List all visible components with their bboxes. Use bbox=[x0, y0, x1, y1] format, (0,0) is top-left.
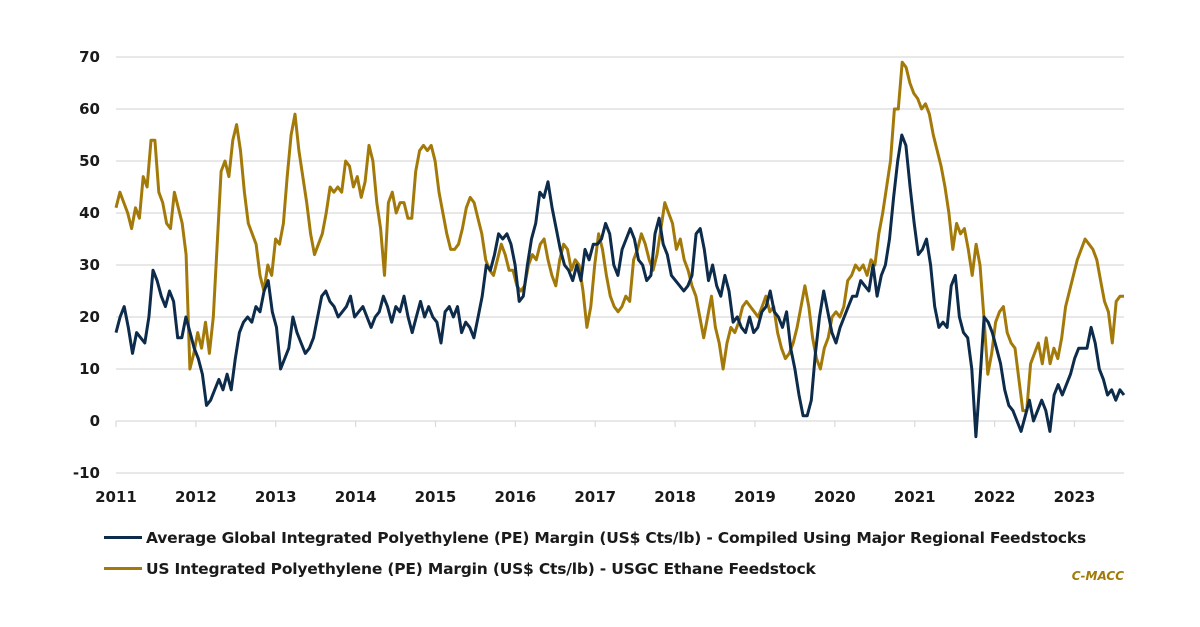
x-tick-label: 2020 bbox=[814, 488, 856, 506]
x-tick-label: 2017 bbox=[574, 488, 616, 506]
series-lines bbox=[114, 60, 1126, 439]
y-axis-tick-labels: 70 60 50 40 30 20 10 0 -10 bbox=[73, 48, 100, 482]
legend-label-global: Average Global Integrated Polyethylene (… bbox=[146, 528, 1087, 547]
y-tick-label: -10 bbox=[73, 464, 100, 482]
legend-item-global: Average Global Integrated Polyethylene (… bbox=[104, 522, 1086, 553]
x-axis bbox=[115, 420, 1124, 427]
x-tick-label: 2019 bbox=[734, 488, 776, 506]
x-tick-label: 2015 bbox=[415, 488, 457, 506]
y-tick-label: 60 bbox=[79, 100, 100, 118]
x-tick-label: 2023 bbox=[1054, 488, 1096, 506]
x-axis-tick-labels: 2011 2012 2013 2014 2015 2016 2017 2018 2019 2020… bbox=[95, 488, 1095, 506]
legend-swatch-us bbox=[104, 567, 142, 570]
x-tick-label: 2013 bbox=[255, 488, 297, 506]
x-tick-label: 2012 bbox=[175, 488, 217, 506]
x-tick-label: 2011 bbox=[95, 488, 137, 506]
y-tick-label: 40 bbox=[79, 204, 100, 222]
x-tick-label: 2014 bbox=[335, 488, 377, 506]
y-tick-label: 50 bbox=[79, 152, 100, 170]
source-label: C-MACC bbox=[1071, 569, 1124, 583]
y-tick-label: 0 bbox=[90, 412, 100, 430]
y-tick-label: 20 bbox=[79, 308, 100, 326]
legend-swatch-global bbox=[104, 536, 142, 539]
x-tick-label: 2016 bbox=[494, 488, 536, 506]
y-tick-label: 10 bbox=[79, 360, 100, 378]
legend-label-us: US Integrated Polyethylene (PE) Margin (… bbox=[146, 559, 816, 578]
x-tick-label: 2021 bbox=[894, 488, 936, 506]
y-tick-label: 30 bbox=[79, 256, 100, 274]
x-tick-label: 2022 bbox=[974, 488, 1016, 506]
y-tick-label: 70 bbox=[79, 48, 100, 66]
series-line-global-average bbox=[114, 133, 1126, 439]
legend-item-us: US Integrated Polyethylene (PE) Margin (… bbox=[104, 553, 1086, 584]
legend: Average Global Integrated Polyethylene (… bbox=[104, 522, 1086, 584]
x-tick-label: 2018 bbox=[654, 488, 696, 506]
series-line-us bbox=[114, 60, 1124, 413]
